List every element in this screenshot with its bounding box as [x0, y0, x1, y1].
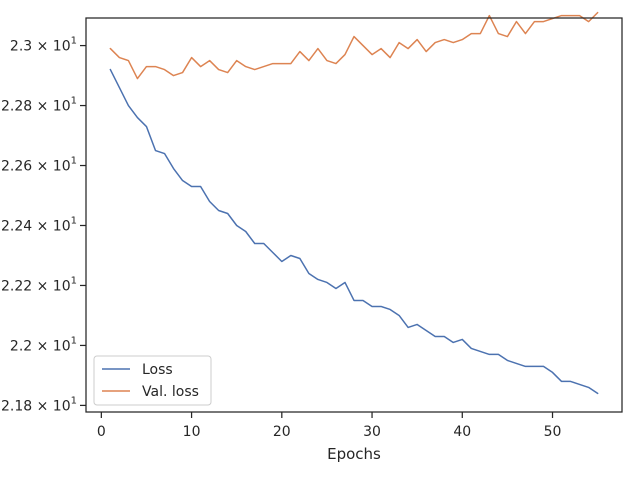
y-tick-label: 2.22 × 101: [1, 275, 77, 294]
legend-label-val-loss: Val. loss: [142, 384, 199, 400]
y-tick-label: 2.2 × 101: [10, 335, 77, 354]
legend: Loss Val. loss: [93, 355, 212, 406]
legend-label-loss: Loss: [142, 362, 173, 378]
y-tick-label: 2.28 × 101: [1, 96, 77, 115]
x-tick-label: 20: [273, 424, 291, 440]
series-layer: [109, 11, 599, 395]
y-axis: 2.18 × 101 2.2 × 101 2.22 × 101 2.24 × 101 2…: [1, 36, 86, 414]
x-tick-label: 30: [363, 424, 381, 440]
x-tick-label: 40: [453, 424, 471, 440]
x-axis: 0 10 20 30 40 50: [97, 412, 562, 440]
y-tick-label: 2.24 × 101: [1, 215, 77, 234]
x-tick-label: 10: [183, 424, 201, 440]
x-tick-label: 50: [544, 424, 562, 440]
plot-area: [86, 18, 622, 412]
y-tick-label: 2.18 × 101: [1, 395, 77, 414]
x-tick-label: 0: [97, 424, 106, 440]
plot-frame: [85, 17, 623, 413]
x-axis-label: Epochs: [327, 445, 381, 463]
y-tick-label: 2.3 × 101: [10, 36, 77, 55]
y-tick-label: 2.26 × 101: [1, 156, 77, 175]
